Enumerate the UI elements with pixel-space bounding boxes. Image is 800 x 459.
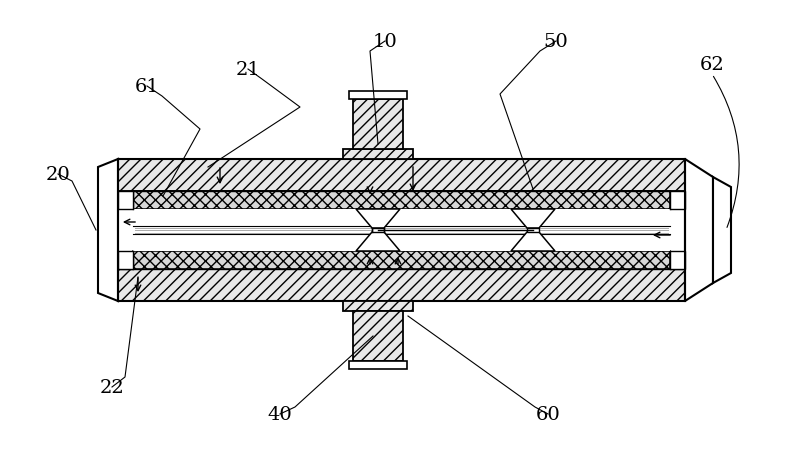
Text: 10: 10 [373, 33, 398, 51]
Bar [343, 302, 413, 311]
Bar [349, 92, 407, 100]
Bar [118, 160, 685, 191]
Text: 50: 50 [544, 33, 568, 51]
Polygon shape [685, 160, 713, 302]
Bar [353, 311, 403, 361]
Bar [118, 252, 133, 269]
Bar [118, 191, 133, 210]
Polygon shape [511, 233, 555, 252]
Bar [343, 150, 413, 160]
Text: 40: 40 [268, 405, 292, 423]
Text: 61: 61 [134, 78, 159, 96]
Text: 21: 21 [236, 61, 260, 79]
Bar [527, 229, 539, 233]
Text: 22: 22 [100, 378, 124, 396]
Polygon shape [98, 160, 118, 302]
Polygon shape [713, 178, 731, 283]
Text: 62: 62 [700, 56, 724, 74]
Bar [133, 210, 670, 252]
Bar [349, 361, 407, 369]
Bar [118, 269, 685, 302]
Polygon shape [356, 233, 400, 252]
Bar [372, 229, 384, 233]
Bar [133, 191, 670, 210]
Polygon shape [511, 210, 555, 229]
Bar [670, 191, 685, 210]
Bar [670, 252, 685, 269]
Text: 20: 20 [46, 166, 70, 184]
Text: 60: 60 [536, 405, 560, 423]
Bar [353, 100, 403, 150]
Bar [133, 252, 670, 269]
Polygon shape [356, 210, 400, 229]
